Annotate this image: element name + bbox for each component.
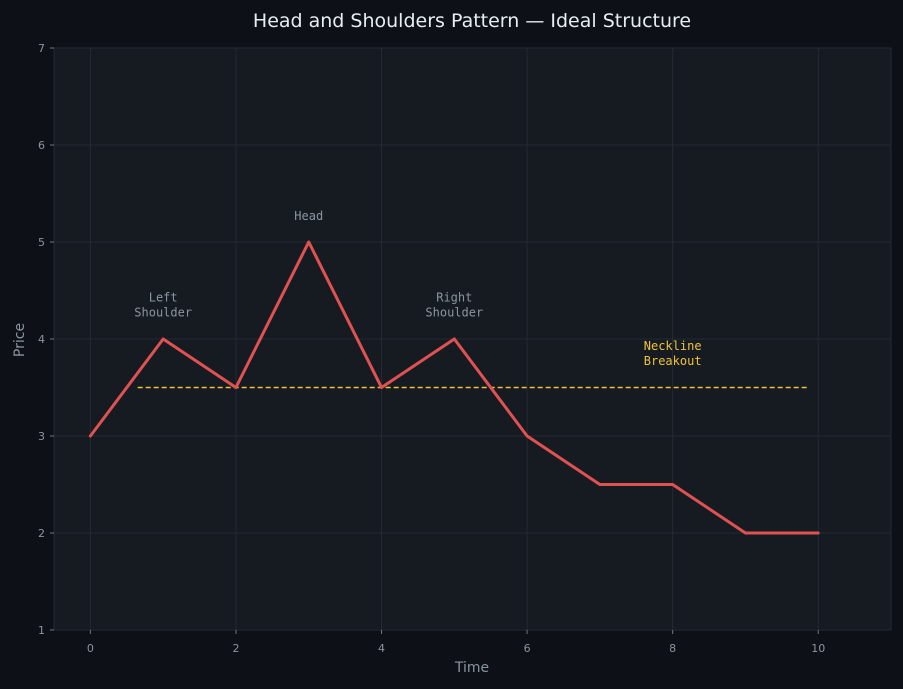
y-tick-label: 6 <box>38 139 45 152</box>
annotation-label: Right <box>436 291 472 305</box>
annotation-label: Left <box>149 291 178 305</box>
annotation-label: Shoulder <box>425 306 483 320</box>
grid <box>54 47 891 631</box>
x-tick-label: 4 <box>378 642 385 655</box>
annotation-label: Neckline <box>644 339 702 353</box>
y-tick-label: 4 <box>38 333 45 346</box>
annotation-label: Head <box>294 209 323 223</box>
annotation-label: Breakout <box>644 354 702 368</box>
series <box>88 240 820 535</box>
y-tick-label: 2 <box>38 527 45 540</box>
price-line <box>88 240 820 535</box>
x-tick-label: 6 <box>524 642 531 655</box>
y-tick-label: 1 <box>38 624 45 637</box>
annotations: LeftShoulderHeadRightShoulderNecklineBre… <box>134 209 701 368</box>
x-tick-label: 0 <box>87 642 94 655</box>
annotation-label: Shoulder <box>134 306 192 320</box>
y-axis-label: Price <box>12 323 28 357</box>
x-tick-label: 8 <box>669 642 676 655</box>
y-tick-label: 7 <box>38 42 45 55</box>
x-tick-label: 10 <box>811 642 825 655</box>
x-axis-label: Time <box>454 660 489 676</box>
y-tick-label: 3 <box>38 430 45 443</box>
chart-title: Head and Shoulders Pattern — Ideal Struc… <box>253 10 691 32</box>
y-tick-label: 5 <box>38 236 45 249</box>
x-tick-label: 2 <box>232 642 239 655</box>
